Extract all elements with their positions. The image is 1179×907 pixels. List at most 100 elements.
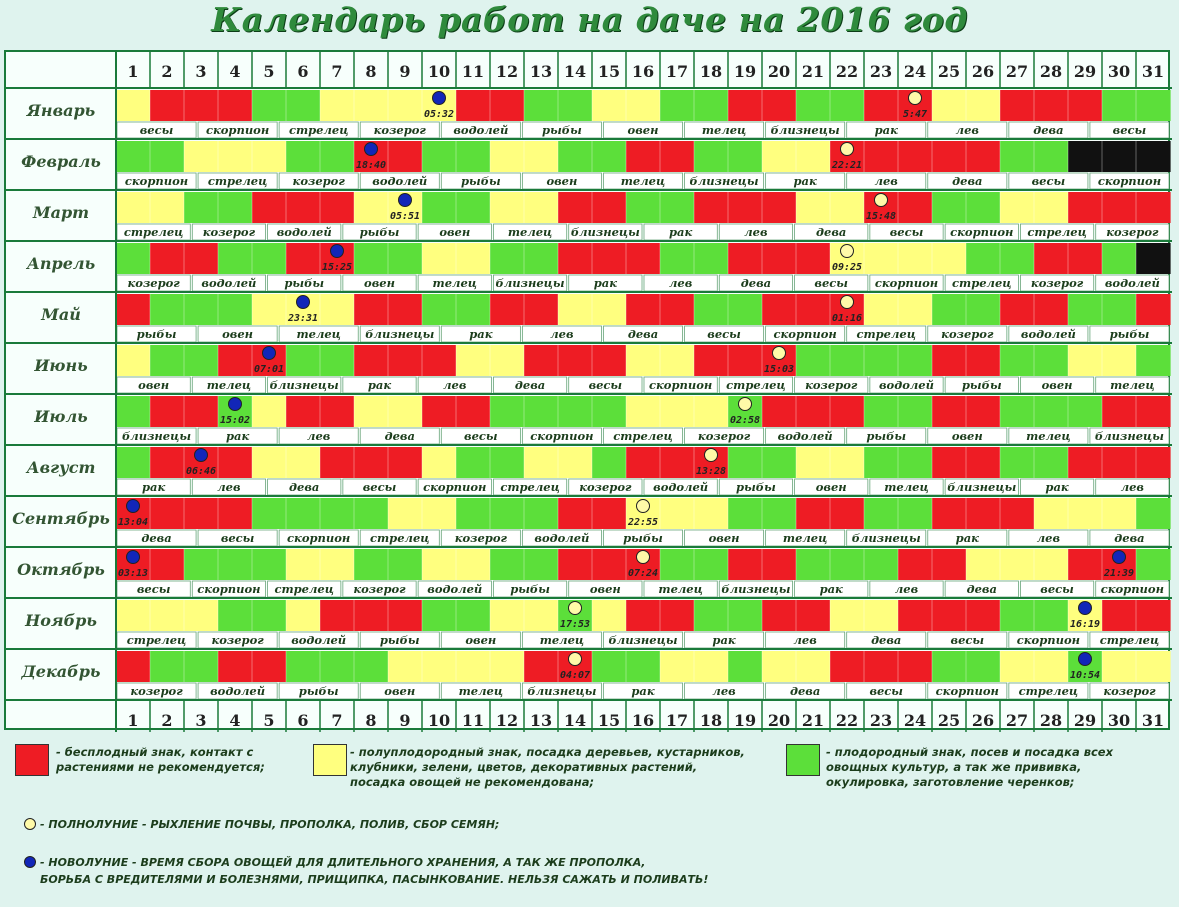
- day-cell: [1102, 90, 1137, 121]
- new-moon-icon: [126, 499, 140, 513]
- day-cell: [422, 294, 457, 325]
- day-cell: [1068, 294, 1103, 325]
- day-cell: [1068, 549, 1103, 580]
- day-cell: [388, 549, 423, 580]
- day-cell: [286, 192, 321, 223]
- zodiac-sign: лев: [1121, 480, 1145, 494]
- day-cell: [388, 498, 423, 529]
- page-title: Календарь работ на даче на 2016 год: [211, 0, 968, 39]
- day-footer-31: 31: [1142, 711, 1164, 730]
- day-cell: [626, 243, 661, 274]
- day-cell: [864, 396, 899, 427]
- zodiac-sign: весы: [707, 327, 741, 341]
- day-footer-1: 1: [127, 711, 138, 730]
- day-cell: [830, 600, 865, 631]
- month-label: Декабрь: [21, 662, 101, 681]
- zodiac-sign: весы: [137, 582, 171, 596]
- day-cell: [524, 141, 559, 172]
- zodiac-sign: рыбы: [736, 480, 776, 494]
- day-cell: [558, 447, 593, 478]
- zodiac-sign: стрелец: [726, 378, 786, 392]
- day-cell: [354, 192, 389, 223]
- zodiac-sign: весы: [869, 684, 903, 698]
- day-cell: [218, 447, 253, 478]
- zodiac-sign: дева: [952, 174, 982, 188]
- moon-time: 22:55: [627, 517, 658, 528]
- day-cell: [728, 447, 763, 478]
- moon-time: 13:04: [118, 517, 148, 528]
- day-header-2: 2: [161, 62, 172, 81]
- day-cell: [116, 447, 151, 478]
- zodiac-sign: козерог: [1103, 684, 1156, 698]
- zodiac-sign: лев: [550, 327, 574, 341]
- day-header-6: 6: [297, 62, 308, 81]
- day-cell: [762, 498, 797, 529]
- month-label: Апрель: [26, 254, 95, 273]
- day-cell: [728, 294, 763, 325]
- day-cell: [1136, 192, 1171, 223]
- full-moon-icon: [840, 244, 854, 258]
- day-footer-20: 20: [768, 711, 790, 730]
- day-cell: [1102, 294, 1137, 325]
- day-cell: [728, 192, 763, 223]
- day-cell: [490, 243, 525, 274]
- day-cell: [490, 498, 525, 529]
- day-cell: [1102, 345, 1137, 376]
- day-cell: [456, 243, 491, 274]
- zodiac-sign: скорпион: [649, 378, 712, 392]
- zodiac-sign: дева: [1114, 531, 1144, 545]
- zodiac-sign: рак: [1045, 480, 1068, 494]
- zodiac-sign: близнецы: [571, 225, 640, 239]
- day-header-1: 1: [127, 62, 138, 81]
- day-cell: [592, 90, 627, 121]
- day-cell: [864, 549, 899, 580]
- zodiac-sign: лев: [217, 480, 241, 494]
- day-cell: [150, 345, 185, 376]
- day-header-31: 31: [1142, 62, 1164, 81]
- day-cell: [184, 294, 219, 325]
- day-cell: [354, 447, 389, 478]
- day-cell: [966, 294, 1001, 325]
- day-cell: [150, 90, 185, 121]
- day-cell: [1000, 549, 1035, 580]
- zodiac-sign: скорпион: [197, 582, 260, 596]
- day-cell: [1068, 141, 1103, 172]
- day-cell: [422, 243, 457, 274]
- zodiac-sign: рыбы: [284, 276, 324, 290]
- day-cell: [694, 192, 729, 223]
- zodiac-sign: близнецы: [365, 327, 434, 341]
- zodiac-sign: телец: [1026, 429, 1070, 443]
- day-cell: [422, 141, 457, 172]
- day-cell: [490, 345, 525, 376]
- day-cell: [218, 243, 253, 274]
- day-header-23: 23: [870, 62, 892, 81]
- zodiac-sign: овен: [546, 174, 577, 188]
- full-moon-icon: [636, 550, 650, 564]
- day-footer-24: 24: [904, 711, 926, 730]
- zodiac-sign: весы: [890, 225, 924, 239]
- new-moon-icon: [194, 448, 208, 462]
- new-moon-icon: [126, 550, 140, 564]
- zodiac-sign: лев: [794, 633, 818, 647]
- day-header-3: 3: [195, 62, 206, 81]
- day-cell: [830, 345, 865, 376]
- zodiac-sign: рак: [712, 633, 735, 647]
- day-cell: [966, 447, 1001, 478]
- moon-time: 02:58: [730, 415, 760, 426]
- day-cell: [1000, 192, 1035, 223]
- zodiac-sign: водолей: [427, 582, 482, 596]
- zodiac-sign: весы: [221, 531, 255, 545]
- day-cell: [116, 345, 151, 376]
- day-cell: [660, 294, 695, 325]
- zodiac-sign: овен: [439, 225, 470, 239]
- day-cell: [490, 651, 525, 682]
- day-header-29: 29: [1074, 62, 1096, 81]
- day-cell: [966, 600, 1001, 631]
- day-cell: [762, 549, 797, 580]
- day-cell: [354, 651, 389, 682]
- day-cell: [456, 498, 491, 529]
- day-cell: [456, 294, 491, 325]
- zodiac-sign: стрелец: [124, 225, 184, 239]
- zodiac-sign: овен: [816, 480, 847, 494]
- day-cell: [694, 498, 729, 529]
